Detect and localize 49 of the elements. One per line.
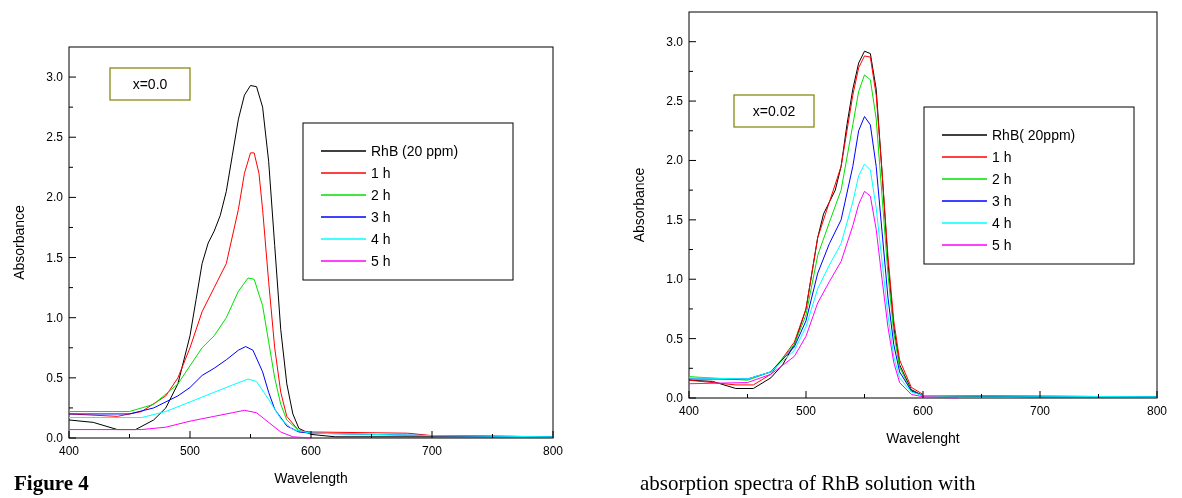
y-tick-label: 3.0 <box>666 34 684 49</box>
text: absorption spectra of RhB solution with <box>640 471 976 495</box>
y-tick-label: 0.0 <box>666 391 684 405</box>
legend-label: 1 h <box>992 149 1012 165</box>
line-series <box>68 378 554 438</box>
y-tick-label: 0.0 <box>46 431 64 445</box>
x-tick-label: 700 <box>421 444 443 458</box>
y-tick-label: 1.5 <box>666 212 684 227</box>
y-axis-title: Absorbance <box>11 204 27 280</box>
x-tick-label: 700 <box>1029 404 1051 418</box>
legend-label: 2 h <box>371 187 391 203</box>
legend-label: 4 h <box>992 215 1012 231</box>
legend-label: 3 h <box>371 209 391 225</box>
x-tick-label: 800 <box>542 444 564 458</box>
y-tick-label: 1.0 <box>666 272 684 287</box>
legend-label: 5 h <box>992 237 1012 253</box>
line-series <box>688 163 1158 398</box>
line-series <box>688 55 924 395</box>
legend-label: RhB (20 ppm) <box>371 143 459 159</box>
y-tick-label: 1.0 <box>46 310 64 325</box>
legend-label: RhB( 20ppm) <box>992 127 1076 143</box>
annotation: x=0.0 <box>132 76 168 92</box>
y-tick-label: 0.5 <box>46 370 64 385</box>
annotation: x=0.02 <box>752 103 796 119</box>
x-tick-label: 500 <box>795 404 817 418</box>
x-axis-title: Wavelength <box>274 470 348 486</box>
legend-label: 3 h <box>992 193 1012 209</box>
y-tick-label: 2.0 <box>46 190 64 205</box>
line-series <box>688 190 959 399</box>
x-axis-title: Wavelenght <box>886 430 960 446</box>
y-axis-title: Absorbance <box>631 167 647 243</box>
x-tick-label: 600 <box>912 404 934 418</box>
y-tick-label: 2.5 <box>666 94 684 109</box>
y-tick-label: 1.5 <box>46 250 64 265</box>
y-tick-label: 0.5 <box>666 331 684 346</box>
y-tick-label: 2.5 <box>46 130 64 145</box>
legend-label: 4 h <box>371 231 391 247</box>
y-tick-label: 2.0 <box>666 153 684 168</box>
line-series <box>68 409 312 439</box>
caption: Figure 4 <box>14 471 90 495</box>
legend-label: 1 h <box>371 165 391 181</box>
x-tick-label: 800 <box>1146 404 1168 418</box>
legend-label: 5 h <box>371 253 391 269</box>
x-tick-label: 500 <box>179 444 201 458</box>
x-tick-label: 400 <box>58 444 80 458</box>
x-tick-label: 600 <box>300 444 322 458</box>
legend-label: 2 h <box>992 171 1012 187</box>
x-tick-label: 400 <box>678 404 700 418</box>
y-tick-label: 3.0 <box>46 70 64 85</box>
